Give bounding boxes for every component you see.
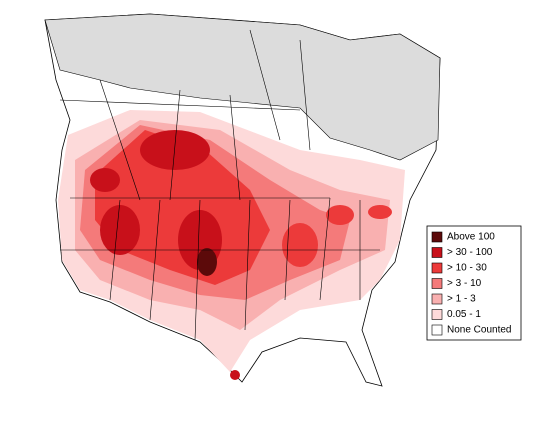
range-peak bbox=[197, 248, 217, 276]
range-top bbox=[140, 130, 210, 170]
abundance bbox=[58, 110, 405, 380]
legend-box bbox=[426, 225, 522, 341]
borders bbox=[59, 29, 380, 341]
legend-swatch bbox=[431, 278, 443, 289]
uncounted-north bbox=[44, 13, 441, 161]
legend-label: Above 100 bbox=[447, 232, 495, 243]
legend-swatch bbox=[431, 309, 443, 320]
range-higher bbox=[95, 130, 270, 285]
legend-swatch bbox=[431, 231, 443, 243]
legend-swatch bbox=[431, 262, 443, 274]
legend-label: > 30 - 100 bbox=[447, 247, 493, 258]
legend-label: 0.05 - 1 bbox=[447, 309, 481, 320]
legend-label: None Counted bbox=[447, 325, 512, 336]
legend: Above 100 > 30 - 100 > 10 - 30 > 3 - 10 > 1 … bbox=[426, 225, 522, 341]
legend-label: > 1 - 3 bbox=[447, 294, 476, 305]
range-higher bbox=[326, 205, 354, 225]
legend-swatch bbox=[431, 247, 443, 258]
range-higher bbox=[282, 223, 318, 267]
range-top bbox=[100, 205, 140, 255]
legend-swatch bbox=[431, 293, 443, 305]
range-higher bbox=[368, 205, 392, 219]
legend-label: > 10 - 30 bbox=[447, 263, 487, 274]
legend-swatch bbox=[431, 324, 443, 336]
legend-label: > 3 - 10 bbox=[447, 278, 482, 289]
range-top bbox=[90, 168, 120, 192]
border bbox=[59, 29, 380, 341]
range-top bbox=[230, 370, 240, 380]
